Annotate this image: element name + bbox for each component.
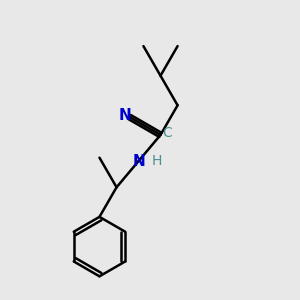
Text: N: N bbox=[132, 154, 145, 169]
Text: C: C bbox=[162, 126, 172, 140]
Text: H: H bbox=[152, 154, 162, 168]
Text: N: N bbox=[118, 108, 131, 123]
